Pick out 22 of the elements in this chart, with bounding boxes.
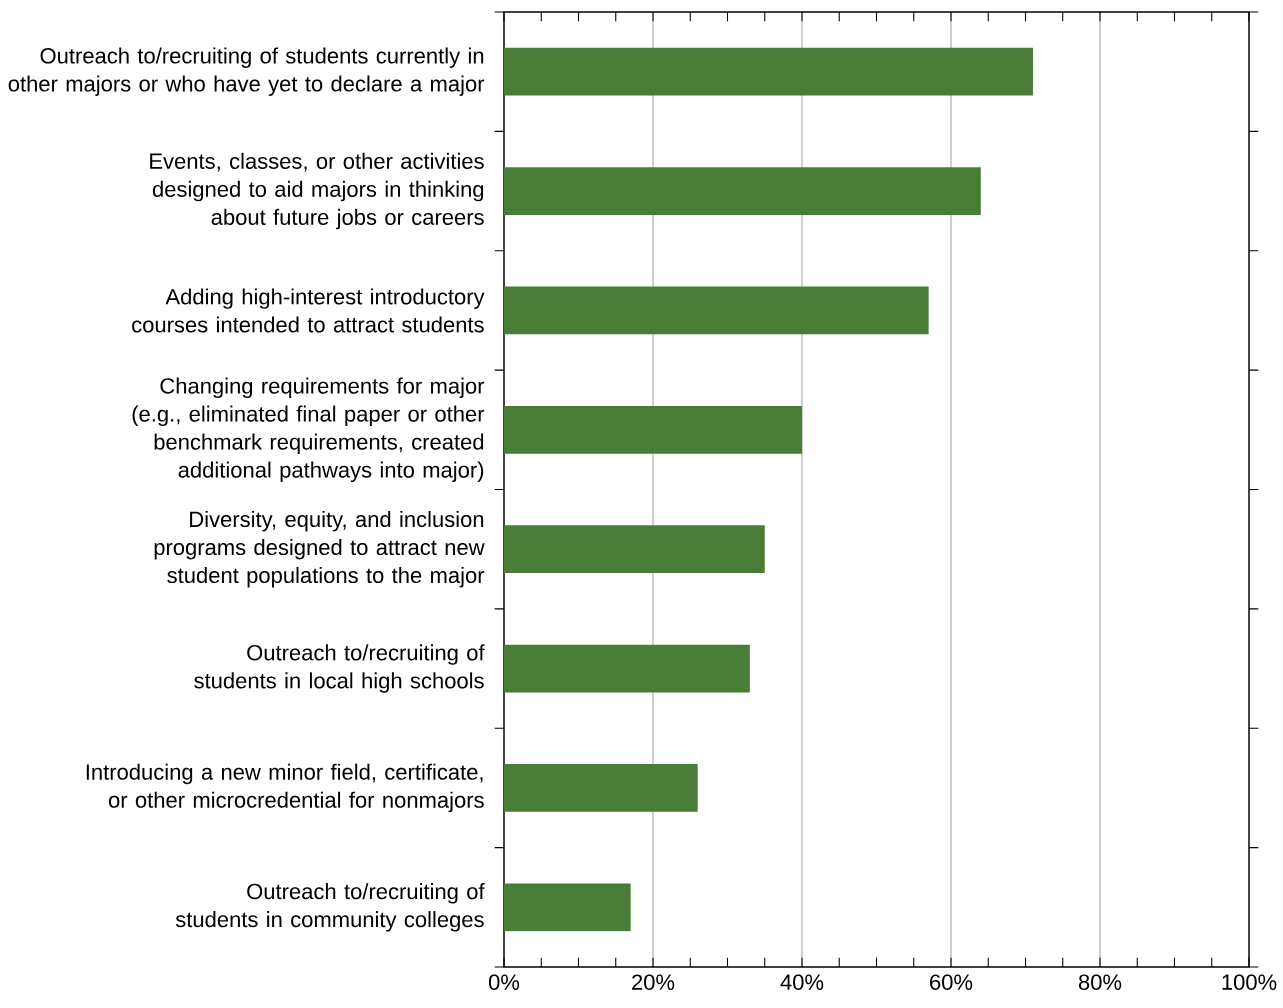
y-tick-label: Adding high-interest introductory courses intended to attract students bbox=[132, 288, 485, 333]
bar bbox=[504, 883, 631, 932]
bar bbox=[504, 525, 765, 574]
bar bbox=[504, 405, 802, 454]
y-tick-label: Events, classes, or other activities designed to aid majors in thinking about future jobs or careers bbox=[150, 152, 484, 230]
bar bbox=[504, 47, 1033, 96]
x-tick-label: 40% bbox=[780, 974, 824, 990]
x-tick-label: 0% bbox=[488, 974, 520, 990]
x-tick-label: 60% bbox=[930, 974, 973, 990]
y-tick-label: Diversity, equity, and inclusion programs designed to attract new student populations to the major bbox=[154, 510, 485, 588]
bar bbox=[504, 286, 929, 335]
x-tick-label: 100% bbox=[1222, 974, 1277, 990]
bar bbox=[504, 644, 750, 693]
bar bbox=[504, 167, 981, 215]
x-tick-label: 80% bbox=[1078, 974, 1122, 990]
y-tick-label: Outreach to/recruiting of students currently in other majors or who have yet to declare a major bbox=[8, 47, 485, 96]
y-tick-label: Changing requirements for major (e.g., eliminated final paper or other benchmark requirements, created additional pathways into major) bbox=[132, 377, 485, 483]
bar bbox=[504, 764, 698, 812]
y-tick-label: Outreach to/recruiting of students in community colleges bbox=[175, 883, 485, 932]
y-tick-label: Outreach to/recruiting of students in local high schools bbox=[194, 644, 485, 693]
x-tick-label: 20% bbox=[632, 974, 675, 990]
y-tick-label: Introducing a new minor field, certificate, or other microcredential for nonmajors bbox=[86, 763, 484, 813]
